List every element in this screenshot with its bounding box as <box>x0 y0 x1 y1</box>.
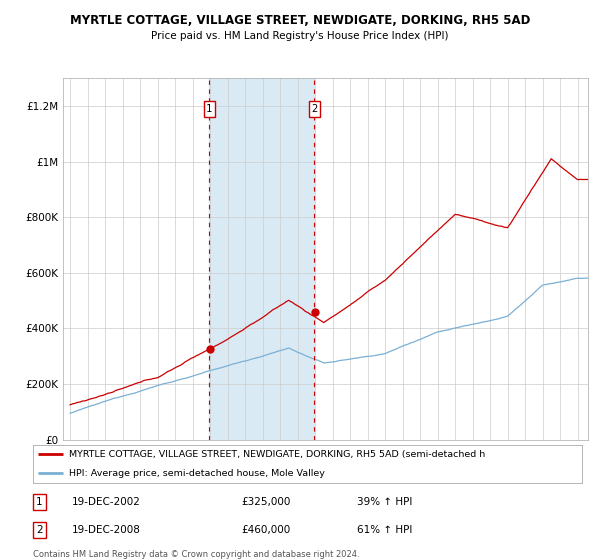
Text: 19-DEC-2002: 19-DEC-2002 <box>71 497 140 507</box>
Text: MYRTLE COTTAGE, VILLAGE STREET, NEWDIGATE, DORKING, RH5 5AD: MYRTLE COTTAGE, VILLAGE STREET, NEWDIGAT… <box>70 14 530 27</box>
Text: £460,000: £460,000 <box>242 525 291 535</box>
Text: £325,000: £325,000 <box>242 497 291 507</box>
Text: 1: 1 <box>36 497 43 507</box>
Text: MYRTLE COTTAGE, VILLAGE STREET, NEWDIGATE, DORKING, RH5 5AD (semi-detached h: MYRTLE COTTAGE, VILLAGE STREET, NEWDIGAT… <box>68 450 485 459</box>
Text: 2: 2 <box>311 104 317 114</box>
Text: Price paid vs. HM Land Registry's House Price Index (HPI): Price paid vs. HM Land Registry's House … <box>151 31 449 41</box>
Text: 1: 1 <box>206 104 212 114</box>
Text: HPI: Average price, semi-detached house, Mole Valley: HPI: Average price, semi-detached house,… <box>68 469 325 478</box>
Text: 61% ↑ HPI: 61% ↑ HPI <box>357 525 412 535</box>
Text: Contains HM Land Registry data © Crown copyright and database right 2024.
This d: Contains HM Land Registry data © Crown c… <box>33 550 359 560</box>
Text: 39% ↑ HPI: 39% ↑ HPI <box>357 497 412 507</box>
Bar <box>209 78 314 440</box>
Text: 2: 2 <box>36 525 43 535</box>
Text: 19-DEC-2008: 19-DEC-2008 <box>71 525 140 535</box>
